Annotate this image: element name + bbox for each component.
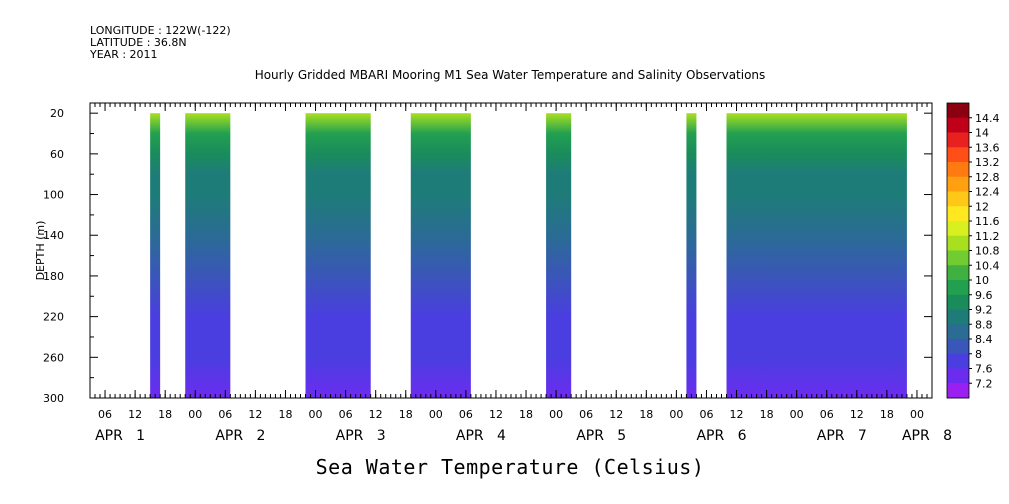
colorbar-label: 12 bbox=[975, 200, 989, 213]
colorbar-label: 10.4 bbox=[975, 259, 1000, 272]
y-tick-label: 300 bbox=[43, 392, 64, 405]
colorbar-label: 10 bbox=[975, 274, 989, 287]
longitude-label: LONGITUDE : 122W(-122) bbox=[90, 24, 231, 37]
x-tick-label: 18 bbox=[880, 408, 894, 421]
x-tick-label: 18 bbox=[278, 408, 292, 421]
x-tick-label: 06 bbox=[579, 408, 593, 421]
y-tick-label: 140 bbox=[43, 229, 64, 242]
y-tick-label: 180 bbox=[43, 270, 64, 283]
x-axis-title: Sea Water Temperature (Celsius) bbox=[315, 455, 705, 479]
x-tick-label: 12 bbox=[730, 408, 744, 421]
colorbar-swatch bbox=[947, 265, 969, 281]
colorbar-swatch bbox=[947, 368, 969, 384]
colorbar-label: 9.6 bbox=[975, 289, 993, 302]
x-tick-label: 00 bbox=[790, 408, 804, 421]
x-tick-label: 06 bbox=[339, 408, 353, 421]
x-tick-label: 06 bbox=[218, 408, 232, 421]
colorbar-swatch bbox=[947, 235, 969, 251]
x-tick-label: 00 bbox=[549, 408, 563, 421]
y-tick-label: 20 bbox=[50, 107, 64, 120]
y-tick-label: 260 bbox=[43, 351, 64, 364]
y-tick-label: 220 bbox=[43, 311, 64, 324]
x-tick-label: 18 bbox=[760, 408, 774, 421]
colorbar-label: 12.8 bbox=[975, 171, 1000, 184]
x-tick-label: 18 bbox=[639, 408, 653, 421]
colorbar-swatch bbox=[947, 206, 969, 222]
x-tick-label: 00 bbox=[429, 408, 443, 421]
day-label: APR 4 bbox=[456, 428, 506, 444]
chart-title: Hourly Gridded MBARI Mooring M1 Sea Wate… bbox=[254, 68, 766, 82]
x-tick-label: 06 bbox=[98, 408, 112, 421]
colorbar-label: 12.4 bbox=[975, 186, 1000, 199]
y-axis-title: DEPTH (m) bbox=[34, 221, 47, 281]
x-tick-label: 06 bbox=[820, 408, 834, 421]
colorbar-swatch bbox=[947, 132, 969, 148]
colorbar-swatch bbox=[947, 324, 969, 340]
x-tick-label: 06 bbox=[699, 408, 713, 421]
x-tick-label: 12 bbox=[128, 408, 142, 421]
x-tick-label: 18 bbox=[519, 408, 533, 421]
colorbar-label: 8.8 bbox=[975, 318, 993, 331]
day-label: APR 1 bbox=[95, 428, 145, 444]
data-segment-6 bbox=[686, 113, 697, 398]
colorbar-label: 11.6 bbox=[975, 215, 1000, 228]
colorbar-label: 11.2 bbox=[975, 230, 1000, 243]
x-tick-label: 00 bbox=[309, 408, 323, 421]
x-tick-label: 12 bbox=[489, 408, 503, 421]
y-tick-label: 100 bbox=[43, 189, 64, 202]
colorbar-label: 13.6 bbox=[975, 141, 1000, 154]
colorbar-label: 10.8 bbox=[975, 245, 1000, 258]
colorbar-swatch bbox=[947, 176, 969, 192]
colorbar-swatch bbox=[947, 294, 969, 310]
colorbar-swatch bbox=[947, 383, 969, 399]
latitude-label: LATITUDE : 36.8N bbox=[90, 36, 187, 49]
day-label: APR 8 bbox=[902, 428, 952, 444]
colorbar-swatch bbox=[947, 309, 969, 325]
colorbar-swatch bbox=[947, 339, 969, 355]
colorbar-label: 9.2 bbox=[975, 304, 993, 317]
y-tick-label: 60 bbox=[50, 148, 64, 161]
day-label: APR 2 bbox=[215, 428, 265, 444]
colorbar-swatch bbox=[947, 117, 969, 133]
data-segment-5 bbox=[546, 113, 572, 398]
day-label: APR 3 bbox=[336, 428, 386, 444]
colorbar-swatch bbox=[947, 103, 969, 119]
data-segment-4 bbox=[410, 113, 471, 398]
x-tick-label: 18 bbox=[158, 408, 172, 421]
colorbar-swatch bbox=[947, 221, 969, 237]
colorbar-label: 8 bbox=[975, 348, 982, 361]
colorbar-label: 8.4 bbox=[975, 333, 993, 346]
year-label: YEAR : 2011 bbox=[90, 48, 158, 61]
x-tick-label: 00 bbox=[669, 408, 683, 421]
data-segment-2 bbox=[185, 113, 231, 398]
colorbar-swatch bbox=[947, 191, 969, 207]
colorbar-label: 14.4 bbox=[975, 112, 1000, 125]
colorbar-swatch bbox=[947, 147, 969, 163]
colorbar-label: 14 bbox=[975, 127, 989, 140]
colorbar-swatch bbox=[947, 162, 969, 178]
day-label: APR 7 bbox=[817, 428, 867, 444]
x-tick-label: 00 bbox=[188, 408, 202, 421]
x-tick-label: 18 bbox=[399, 408, 413, 421]
colorbar-label: 13.2 bbox=[975, 156, 1000, 169]
x-tick-label: 12 bbox=[609, 408, 623, 421]
colorbar-swatch bbox=[947, 250, 969, 266]
data-segment-1 bbox=[150, 113, 161, 398]
colorbar-label: 7.6 bbox=[975, 363, 993, 376]
data-segment-7 bbox=[726, 113, 907, 398]
data-segment-3 bbox=[305, 113, 371, 398]
colorbar-swatch bbox=[947, 353, 969, 369]
x-tick-label: 12 bbox=[369, 408, 383, 421]
colorbar-label: 7.2 bbox=[975, 377, 993, 390]
x-tick-label: 12 bbox=[850, 408, 864, 421]
x-tick-label: 00 bbox=[910, 408, 924, 421]
day-label: APR 6 bbox=[696, 428, 746, 444]
x-tick-label: 06 bbox=[459, 408, 473, 421]
day-label: APR 5 bbox=[576, 428, 626, 444]
x-tick-label: 12 bbox=[248, 408, 262, 421]
colorbar-swatch bbox=[947, 280, 969, 296]
